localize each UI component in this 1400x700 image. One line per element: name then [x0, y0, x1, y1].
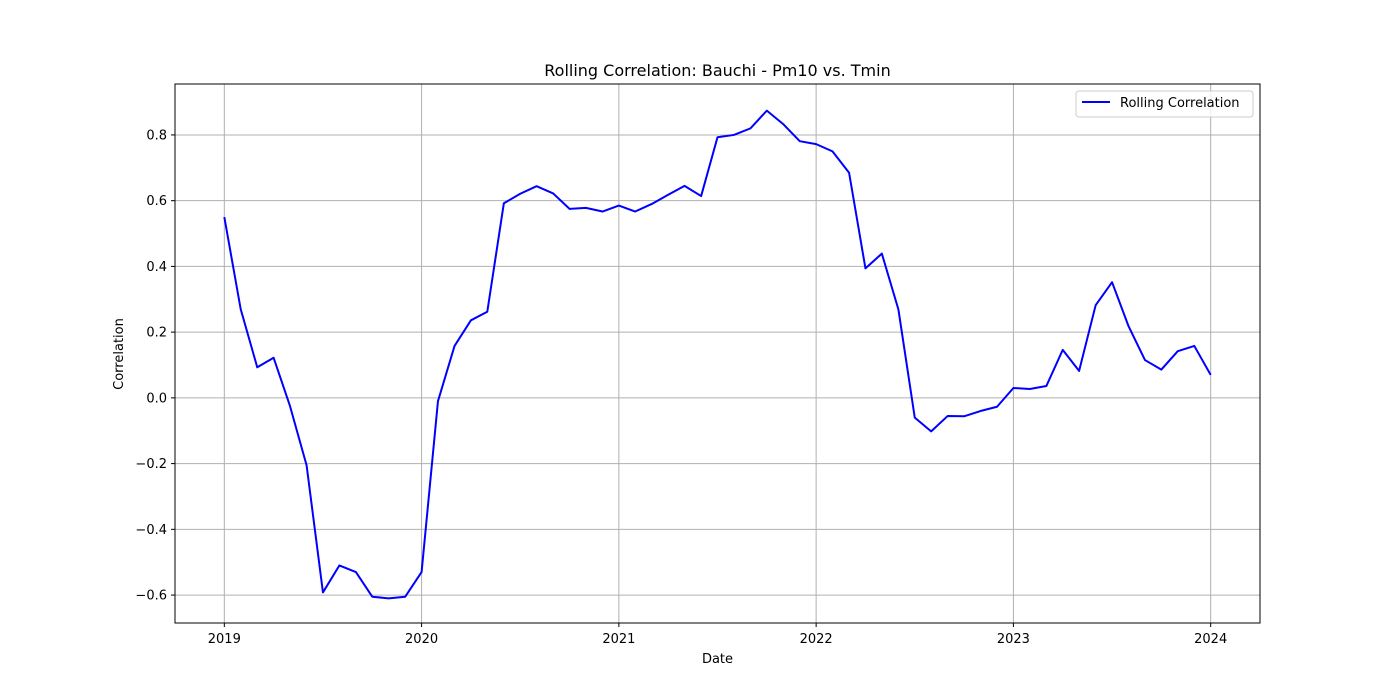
y-tick-label: −0.6	[135, 589, 167, 604]
x-tick-label: 2023	[997, 632, 1030, 647]
y-tick-label: 0.0	[146, 391, 167, 406]
x-axis: 2019 2020 2021 2022 2023 2024	[208, 623, 1227, 647]
y-tick-label: −0.4	[135, 523, 167, 538]
grid	[175, 84, 1260, 623]
y-tick-label: 0.4	[146, 260, 167, 275]
y-tick-label: 0.8	[146, 128, 167, 143]
x-tick-label: 2020	[405, 632, 438, 647]
y-tick-label: 0.6	[146, 194, 167, 209]
series-layer	[223, 109, 1212, 600]
x-tick-label: 2022	[800, 632, 833, 647]
legend-box	[1075, 90, 1254, 118]
y-axis: −0.6 −0.4 −0.2 0.0 0.2 0.4 0.6 0.8	[135, 128, 175, 604]
y-axis-label: Correlation	[112, 318, 127, 390]
legend: Rolling Correlation	[1075, 90, 1254, 118]
x-tick-label: 2021	[602, 632, 635, 647]
plot-frame	[174, 83, 1261, 624]
x-tick-label: 2019	[208, 632, 241, 647]
y-tick-label: 0.2	[146, 326, 167, 341]
y-tick-label: −0.2	[135, 457, 167, 472]
x-axis-label: Date	[702, 652, 733, 667]
x-tick-label: 2024	[1194, 632, 1227, 647]
legend-label: Rolling Correlation	[1120, 96, 1240, 111]
series-line-rolling-correlation	[223, 109, 1212, 600]
chart-title: Rolling Correlation: Bauchi - Pm10 vs. T…	[544, 61, 890, 80]
